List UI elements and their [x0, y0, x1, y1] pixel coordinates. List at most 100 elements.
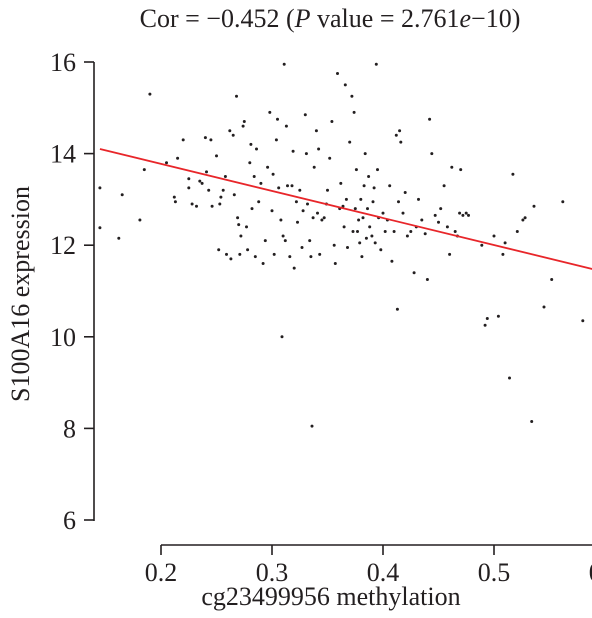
data-point [448, 252, 452, 256]
data-point [439, 207, 443, 211]
data-point [272, 252, 276, 256]
data-point [459, 168, 463, 172]
data-point [316, 211, 319, 215]
data-point [195, 204, 198, 208]
y-tick-label: 12 [50, 231, 76, 260]
data-point [395, 307, 399, 311]
data-point [450, 165, 454, 169]
data-point [332, 243, 336, 247]
data-point [373, 241, 377, 245]
x-tick-label: 0.4 [367, 558, 400, 587]
data-point [425, 278, 429, 281]
data-point [550, 278, 554, 281]
data-point [209, 138, 213, 142]
chart-title-middle: value = 2.761 [311, 4, 460, 33]
data-point [304, 152, 308, 156]
data-point [229, 257, 233, 261]
data-point [392, 230, 396, 233]
data-point [356, 230, 359, 233]
data-point [148, 92, 152, 96]
data-point [268, 110, 272, 114]
data-point [360, 255, 364, 259]
data-point [252, 175, 256, 178]
data-point [390, 259, 394, 263]
data-point [274, 138, 278, 142]
data-point [530, 420, 534, 423]
data-point [291, 149, 295, 153]
data-point [142, 168, 146, 172]
data-point [412, 271, 416, 275]
data-point [120, 193, 124, 197]
data-point [232, 193, 236, 197]
x-tick-label: 0.5 [478, 558, 511, 587]
data-point [217, 248, 221, 252]
data-point [492, 234, 496, 238]
x-axis-ticks: 0.2 0.3 0.4 0.5 0.6 [145, 545, 592, 587]
data-point [371, 200, 375, 204]
data-point [218, 202, 222, 206]
data-point [245, 225, 248, 229]
data-point [458, 211, 462, 215]
data-point [398, 129, 402, 133]
data-point [261, 262, 265, 265]
data-point [523, 216, 527, 220]
data-point [366, 207, 369, 211]
data-point [394, 133, 398, 137]
data-point [361, 216, 365, 220]
data-point [353, 207, 357, 211]
data-point [330, 120, 334, 123]
data-point [259, 181, 263, 185]
data-point [181, 138, 185, 142]
data-point [98, 226, 102, 230]
data-point [430, 152, 434, 156]
data-point [284, 124, 288, 128]
data-point [280, 335, 284, 339]
data-point [237, 223, 241, 227]
data-point [210, 204, 214, 208]
data-point [228, 129, 232, 133]
data-point [442, 184, 446, 188]
data-point [581, 319, 585, 323]
y-tick-label: 14 [50, 140, 76, 169]
data-point [317, 147, 321, 151]
data-point [453, 230, 457, 233]
data-point [238, 252, 242, 256]
data-point [461, 213, 465, 217]
data-point [203, 136, 207, 140]
data-point [225, 252, 228, 256]
data-point [503, 241, 507, 245]
data-point [363, 152, 367, 156]
data-point [286, 184, 289, 188]
data-point [343, 83, 347, 87]
data-point [542, 305, 546, 309]
data-point [367, 175, 371, 178]
x-axis-label: cg23499956 methylation [201, 582, 460, 611]
data-point [532, 204, 536, 208]
data-point [376, 168, 379, 172]
data-point [215, 154, 218, 158]
data-point [271, 172, 275, 176]
data-point [352, 110, 356, 114]
data-point [138, 218, 142, 222]
data-point [281, 234, 285, 238]
data-point [399, 140, 403, 144]
y-axis-label: S100A16 expression [6, 186, 35, 402]
data-point [239, 234, 243, 238]
data-point [300, 246, 304, 249]
data-point [346, 246, 349, 249]
data-point [255, 147, 258, 151]
data-point [303, 113, 307, 117]
chart-title-prefix: Cor = −0.452 ( [140, 4, 295, 33]
data-point [480, 243, 484, 247]
chart-title: Cor = −0.452 (P value = 2.761e−10) [140, 4, 521, 33]
data-point [511, 172, 515, 176]
data-point [294, 200, 298, 204]
data-point [246, 248, 250, 252]
data-point [423, 232, 427, 236]
data-point [467, 213, 470, 217]
data-point [282, 62, 286, 66]
data-point [485, 317, 489, 320]
data-point [200, 181, 204, 185]
x-tick-label: 0.3 [256, 558, 289, 587]
